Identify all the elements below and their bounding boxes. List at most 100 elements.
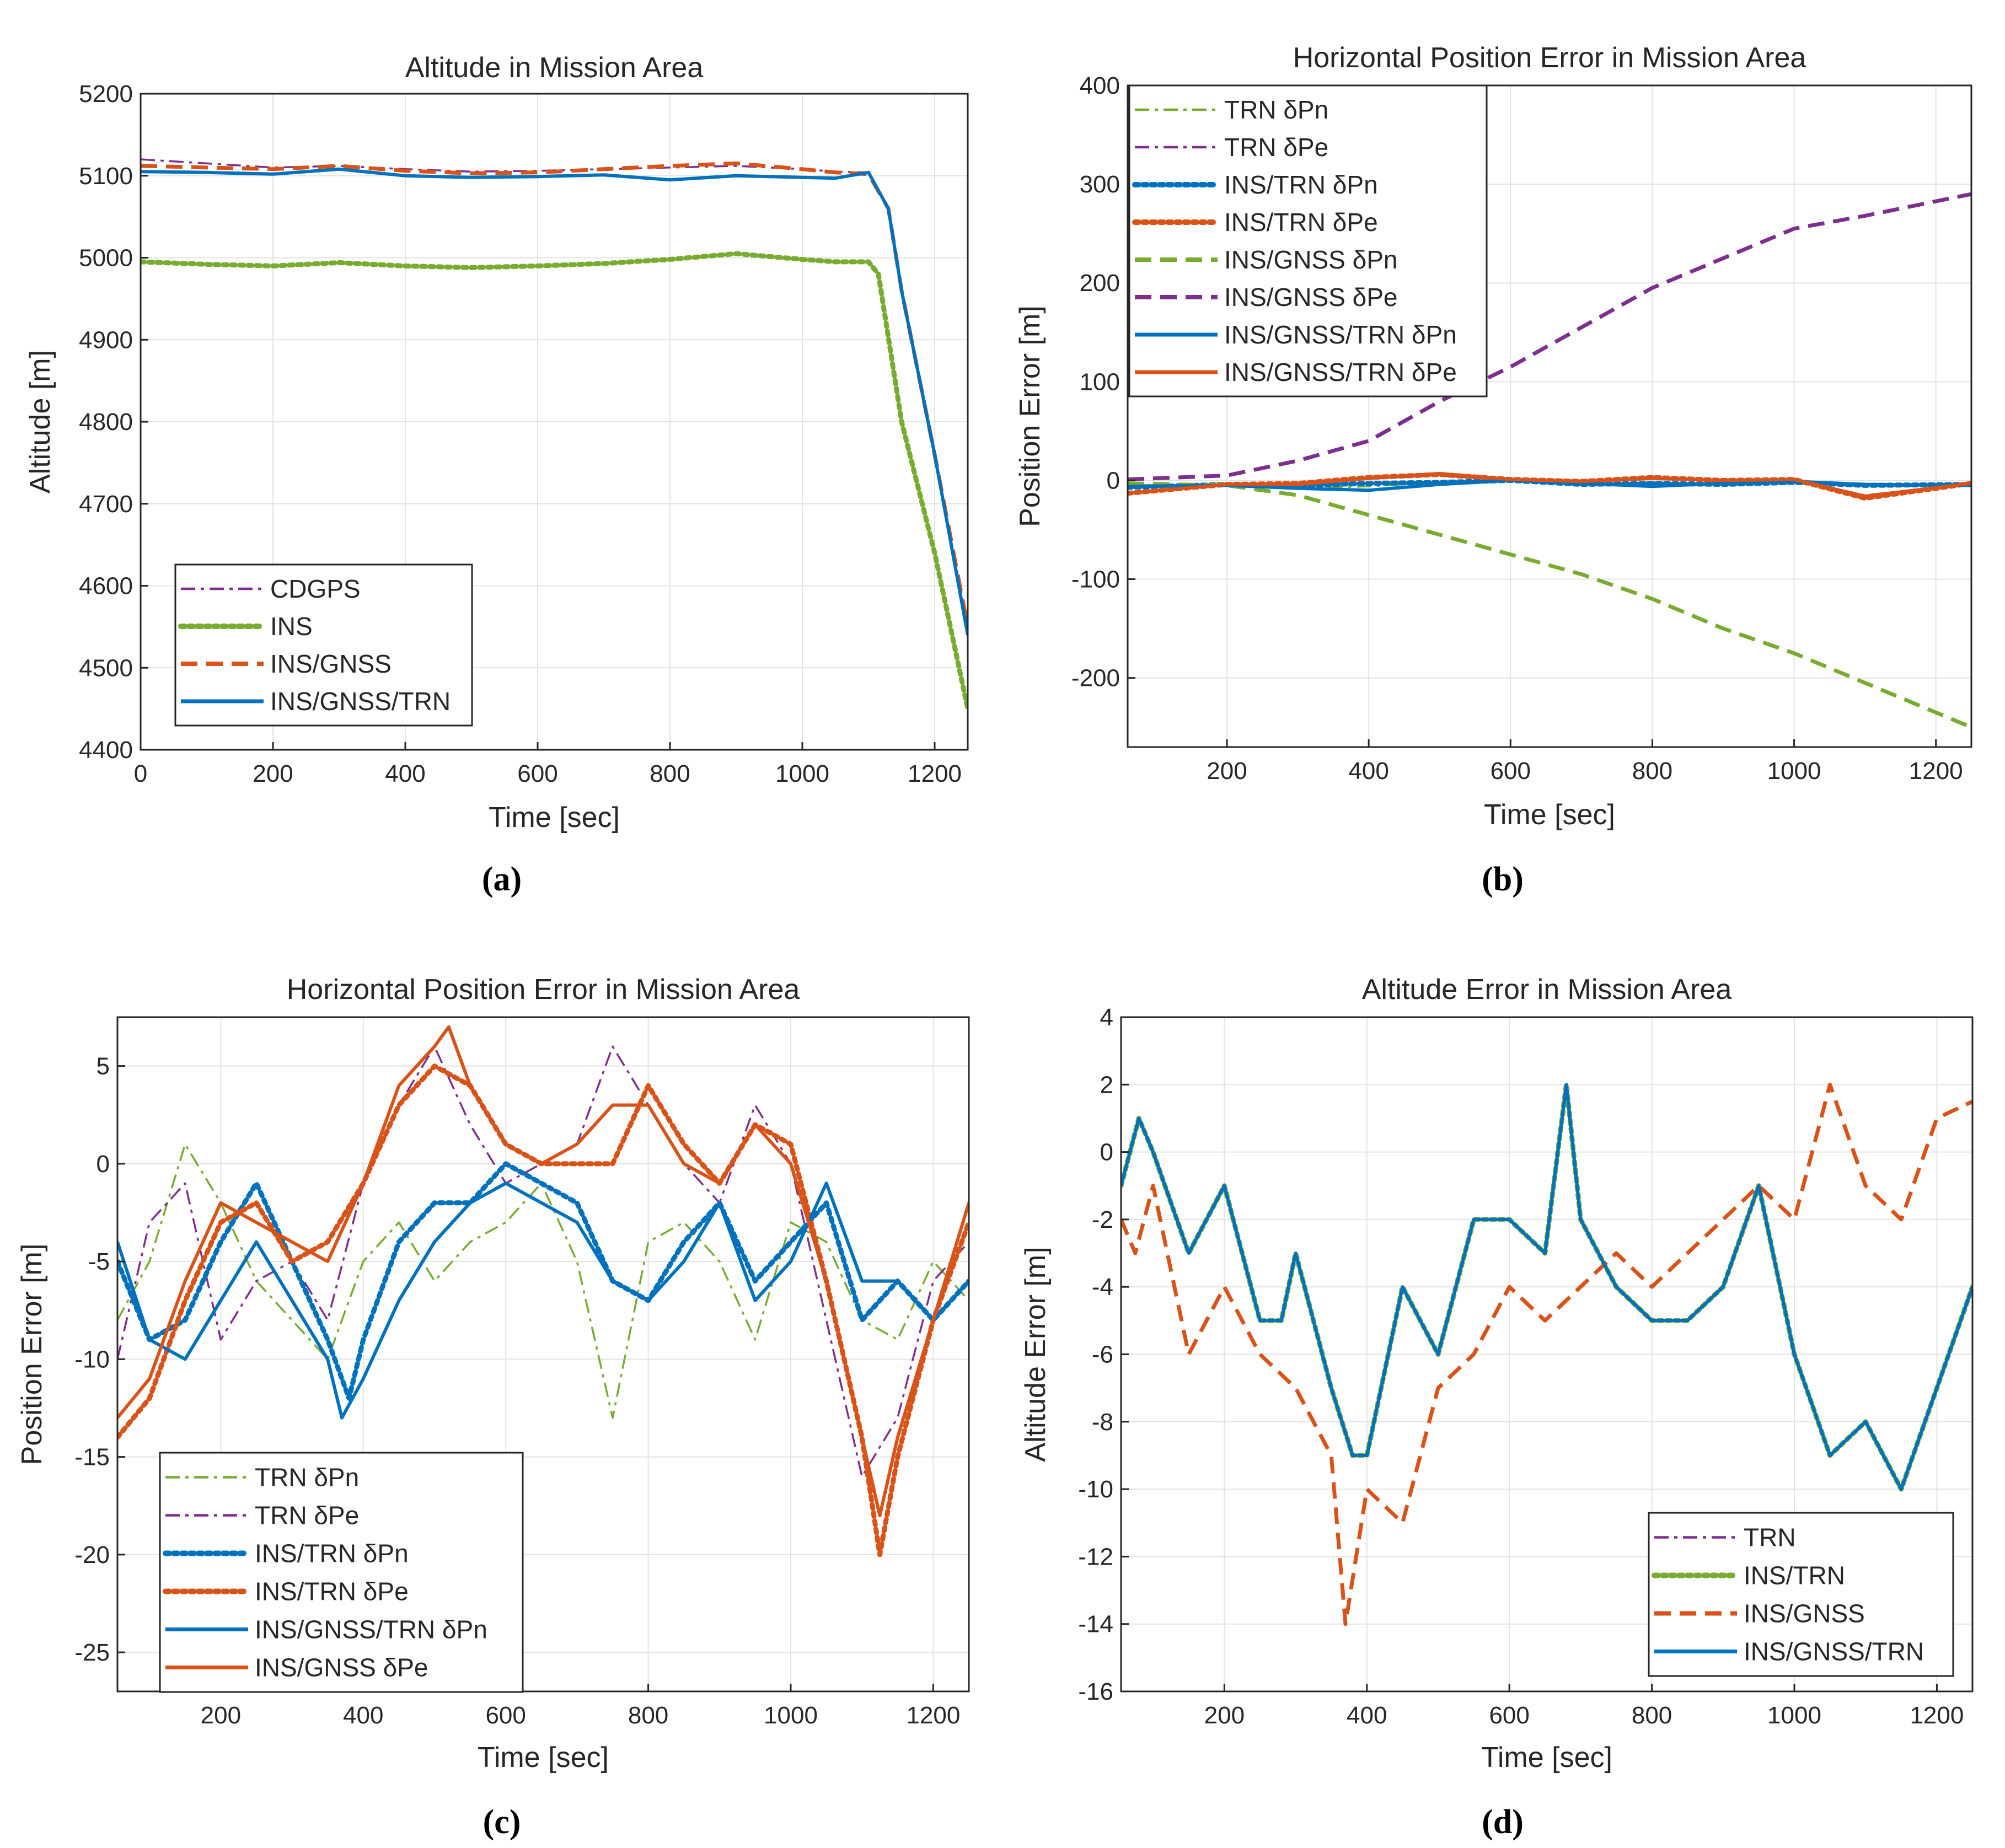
y-axis-label: Altitude Error [m] (1020, 1247, 1052, 1462)
y-tick-label: -10 (74, 1346, 110, 1373)
legend-label: TRN (1744, 1523, 1796, 1552)
x-tick-label: 200 (201, 1702, 241, 1729)
series-line-6 (117, 1025, 969, 1517)
y-tick-label: -2 (1092, 1206, 1113, 1233)
y-tick-label: 4900 (79, 326, 133, 353)
x-tick-label: 400 (343, 1702, 383, 1729)
y-tick-label: -4 (1092, 1274, 1113, 1301)
legend-label: INS/TRN (1744, 1561, 1845, 1590)
legend-label: INS/TRN δPe (255, 1577, 409, 1606)
panel-b: 200 400 600 800 1000 1200 -200 -100 0 100 200 300 40… (1014, 42, 1972, 898)
legend-label: INS/GNSS/TRN δPn (1224, 320, 1457, 349)
legend-box (1128, 84, 1488, 397)
x-tick-label: 600 (485, 1702, 526, 1729)
y-axis-label: Altitude [m] (24, 350, 56, 493)
y-tick-label: -12 (1078, 1543, 1113, 1570)
chart-title: Horizontal Position Error in Mission Are… (1293, 42, 1806, 74)
legend-box (159, 1452, 524, 1693)
x-tick-label: 1000 (1767, 1702, 1821, 1729)
legend-label: INS/GNSS (270, 649, 392, 678)
y-tick-label: 100 (1080, 368, 1120, 395)
y-tick-label: -6 (1092, 1341, 1113, 1368)
x-tick-label: 1200 (906, 1702, 960, 1729)
y-tick-label: 400 (1080, 72, 1120, 99)
y-tick-label: 0 (1100, 1139, 1113, 1166)
y-tick-label: 4600 (79, 573, 133, 600)
legend-label: INS/GNSS δPe (1224, 283, 1397, 311)
x-tick-label: 1000 (775, 760, 829, 787)
figure-caption: (d) (1482, 1803, 1524, 1841)
series-line-1 (141, 158, 968, 627)
y-tick-label: -10 (1078, 1476, 1113, 1503)
series-group (141, 158, 968, 712)
y-tick-label: 5000 (79, 245, 133, 272)
figure-caption: (b) (1482, 861, 1524, 898)
x-axis-label: Time [sec] (478, 1742, 609, 1774)
legend-label: INS/GNSS/TRN (1744, 1637, 1924, 1666)
legend-label: INS/GNSS δPe (255, 1653, 428, 1682)
x-tick-label: 1200 (1910, 1702, 1964, 1729)
legend-label: INS/TRN δPe (1224, 208, 1378, 237)
y-tick-label: -14 (1078, 1611, 1113, 1638)
y-tick-label: 2 (1100, 1071, 1113, 1098)
x-tick-label: 600 (517, 760, 557, 787)
y-tick-label: 4800 (79, 409, 133, 436)
legend-label: INS/GNSS/TRN (270, 687, 451, 716)
axes-box (1127, 84, 1972, 748)
x-axis-label: Time [sec] (489, 802, 620, 834)
series-line-2 (117, 1045, 969, 1478)
y-tick-label: -200 (1071, 665, 1120, 692)
y-tick-label: 0 (1107, 467, 1120, 494)
figure-caption: (a) (482, 861, 522, 898)
legend-box (1648, 1512, 1954, 1677)
series-line-6 (1128, 192, 1971, 482)
y-tick-label: 4400 (79, 737, 133, 764)
y-tick-label: -20 (74, 1541, 110, 1568)
legend: CDGPS INS INS/GNSS INS/GNSS/TRN (174, 563, 473, 727)
axes-box (116, 1016, 970, 1693)
x-tick-label: 1200 (1909, 758, 1963, 785)
y-tick-label: 4500 (79, 654, 133, 681)
legend-label: INS/GNSS/TRN δPe (1224, 358, 1457, 386)
y-tick-label: 5200 (79, 80, 133, 108)
figure-caption: (c) (483, 1803, 521, 1841)
series-line-3 (117, 1161, 969, 1401)
y-axis-label: Position Error [m] (1014, 305, 1046, 527)
chart-title: Altitude Error in Mission Area (1362, 974, 1732, 1006)
series-group (117, 1025, 969, 1557)
series-line-5 (117, 1181, 969, 1420)
x-tick-label: 1000 (1767, 758, 1821, 785)
x-tick-label: 1200 (908, 760, 962, 787)
y-tick-label: 4700 (79, 491, 133, 518)
chart-title: Altitude in Mission Area (405, 52, 704, 84)
series-group (1121, 1082, 1972, 1626)
legend: TRN δPn TRN δPe INS/TRN δPn INS/TRN δPe INS/… (1128, 84, 1488, 397)
legend-label: TRN δPe (255, 1501, 359, 1530)
panel-c: 200 400 600 800 1000 1200 -25 -20 -15 -10 -5 0 5 Hori… (16, 974, 970, 1841)
x-tick-label: 800 (628, 1702, 668, 1729)
y-tick-label: -8 (1092, 1409, 1113, 1436)
y-tick-label: -5 (88, 1248, 110, 1275)
x-tick-label: 200 (1204, 1702, 1245, 1729)
x-tick-label: 400 (385, 760, 425, 787)
x-axis-label: Time [sec] (1481, 1742, 1612, 1774)
series-line-5 (1128, 481, 1971, 729)
y-tick-label: 5100 (79, 163, 133, 190)
x-axis-label: Time [sec] (1484, 799, 1615, 831)
series-line-8 (1128, 471, 1971, 498)
x-tick-label: 600 (1491, 758, 1531, 785)
series-group (1128, 192, 1971, 729)
legend-label: TRN δPn (1224, 95, 1328, 124)
y-tick-label: 0 (97, 1151, 110, 1178)
y-tick-label: 200 (1080, 270, 1120, 297)
x-tick-label: 800 (1632, 758, 1672, 785)
x-tick-label: 200 (253, 760, 293, 787)
x-tick-label: 1000 (764, 1702, 818, 1729)
x-tick-label: 800 (1632, 1702, 1672, 1729)
legend-label: INS/GNSS (1744, 1599, 1865, 1628)
x-tick-label: 600 (1489, 1702, 1529, 1729)
y-tick-label: -15 (74, 1444, 110, 1471)
legend-label: INS/TRN δPn (1224, 170, 1378, 199)
panel-a: 0 200 400 600 800 1000 1200 4400 4500 4600 4700 480… (24, 52, 969, 898)
